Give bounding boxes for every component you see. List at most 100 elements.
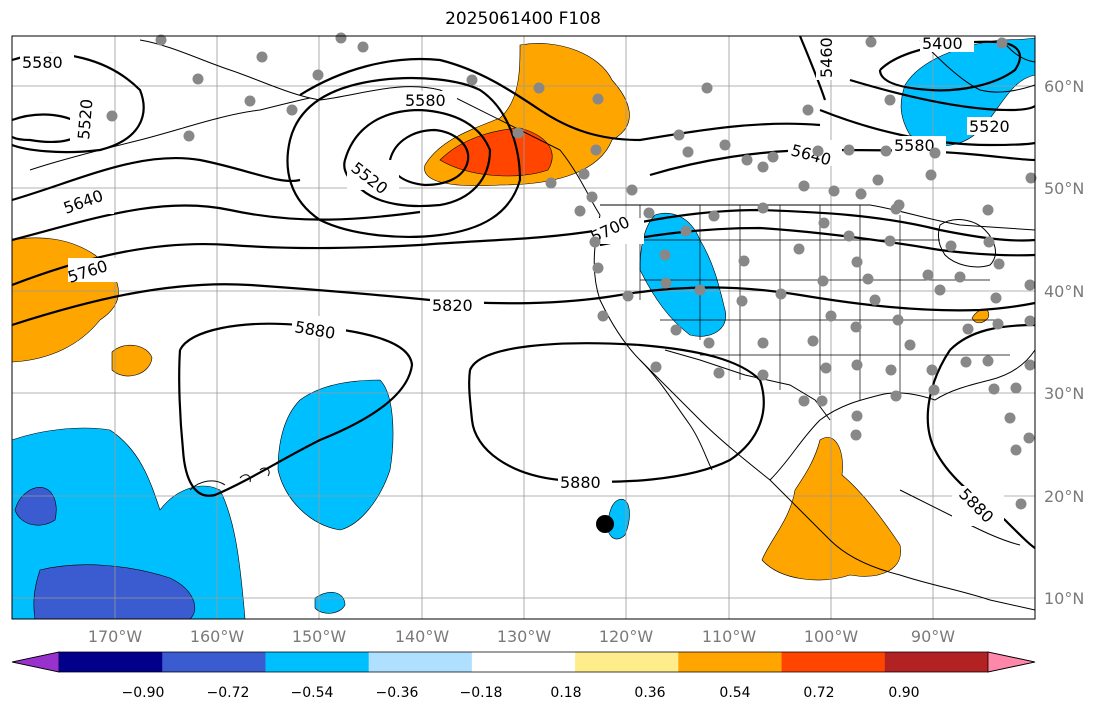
latitude-labels: 10°N 20°N 30°N 40°N 50°N 60°N (1044, 77, 1084, 608)
lat-label-30n: 30°N (1044, 384, 1084, 403)
contour-5880-east-pacific (468, 342, 765, 483)
colorbar-bin (368, 652, 473, 672)
map-title: 2025061400 F108 (445, 9, 601, 29)
station-dot (865, 36, 877, 48)
colorbar (11, 651, 1036, 673)
station-dot (741, 154, 753, 166)
lon-label-110w: 110°W (702, 627, 757, 646)
station-dot (990, 292, 1002, 304)
cb-tick-2: −0.72 (207, 685, 250, 701)
contour-label-8: 5820 (432, 296, 473, 315)
station-dot (775, 288, 787, 300)
hudson-bay (919, 39, 1036, 93)
lon-label-120w: 120°W (599, 627, 654, 646)
station-dot (925, 169, 937, 181)
contour-5580-east (819, 108, 1036, 147)
anomaly-shading (11, 37, 1036, 620)
alaska-coastline (139, 39, 601, 216)
station-dot (825, 310, 837, 322)
station-dot (574, 205, 586, 217)
station-dot (1015, 498, 1027, 510)
station-dot (880, 145, 892, 157)
station-dot (589, 236, 601, 248)
contour-5820 (429, 286, 1036, 312)
station-dot (982, 204, 994, 216)
lon-label-150w: 150°W (292, 627, 347, 646)
lon-label-100w: 100°W (804, 627, 859, 646)
station-dot (738, 255, 750, 267)
station-dot (757, 202, 769, 214)
contour-5700-mid (419, 208, 1036, 247)
positive-anomaly-west-pacific-2 (111, 344, 153, 377)
station-dot (926, 364, 938, 376)
strong-negative-anomaly-southwest (14, 487, 57, 526)
station-dot (680, 225, 692, 237)
station-dot (807, 335, 819, 347)
station-dot (719, 139, 731, 151)
station-dot (890, 390, 902, 402)
lat-label-50n: 50°N (1044, 179, 1084, 198)
station-dot (597, 310, 609, 322)
contour-label-1: 5580 (22, 53, 63, 72)
station-dot (851, 410, 863, 422)
station-dot (812, 145, 824, 157)
contour-labels: 5580 5520 5640 5760 5580 5520 5700 5820 … (20, 34, 1021, 527)
station-dot (670, 324, 682, 336)
colorbar-tick-labels: −0.90 −0.72 −0.54 −0.36 −0.18 0.18 0.36 … (122, 685, 920, 701)
colorbar-bin (59, 652, 163, 672)
station-dot (660, 277, 672, 289)
station-dot (767, 151, 779, 163)
us-canada-border (600, 204, 1036, 231)
lat-label-10n: 10°N (1044, 589, 1084, 608)
station-dot (256, 51, 268, 63)
station-dot (816, 395, 828, 407)
station-dot (850, 429, 862, 441)
contour-label-2: 5520 (74, 98, 96, 140)
contour-5580-north (299, 57, 821, 142)
station-dot (703, 337, 715, 349)
station-dot (1024, 279, 1036, 291)
station-dot (992, 318, 1004, 330)
station-dot (757, 337, 769, 349)
station-dot (993, 258, 1005, 270)
station-dot (512, 127, 524, 139)
station-dot (335, 32, 347, 44)
contour-gulf-low-outer (286, 76, 522, 238)
station-dot (592, 93, 604, 105)
colorbar-bin (471, 652, 576, 672)
longitude-labels: 170°W 160°W 150°W 140°W 130°W 120°W 110°… (88, 627, 955, 646)
station-dot (183, 130, 195, 142)
cb-tick-5: −0.18 (460, 685, 503, 701)
cb-tick-10: 0.90 (888, 685, 919, 701)
station-dot (736, 295, 748, 307)
colorbar-bin (678, 652, 783, 672)
lon-label-90w: 90°W (911, 627, 955, 646)
contour-label-13: 5520 (969, 117, 1010, 136)
location-marker (596, 515, 614, 533)
station-dot (850, 321, 862, 333)
station-dot (818, 217, 830, 229)
station-dot (590, 144, 602, 156)
contour-5760-mid (599, 226, 1036, 257)
gulf-coast (769, 349, 1036, 481)
station-dot (155, 34, 167, 46)
station-dot (851, 359, 863, 371)
great-lakes (937, 219, 996, 268)
station-dot (659, 249, 671, 261)
station-dot (643, 207, 655, 219)
station-dot (843, 144, 855, 156)
cb-tick-4: −0.36 (376, 685, 419, 701)
station-dot (851, 256, 863, 268)
station-dot (954, 271, 966, 283)
station-dot (962, 323, 974, 335)
gridlines (12, 36, 1035, 619)
lat-label-20n: 20°N (1044, 487, 1084, 506)
station-dot (884, 235, 896, 247)
station-dot (996, 37, 1008, 49)
station-dot (793, 243, 805, 255)
station-dot (843, 230, 855, 242)
lon-label-130w: 130°W (497, 627, 552, 646)
station-dot (872, 174, 884, 186)
station-dot (960, 356, 972, 368)
